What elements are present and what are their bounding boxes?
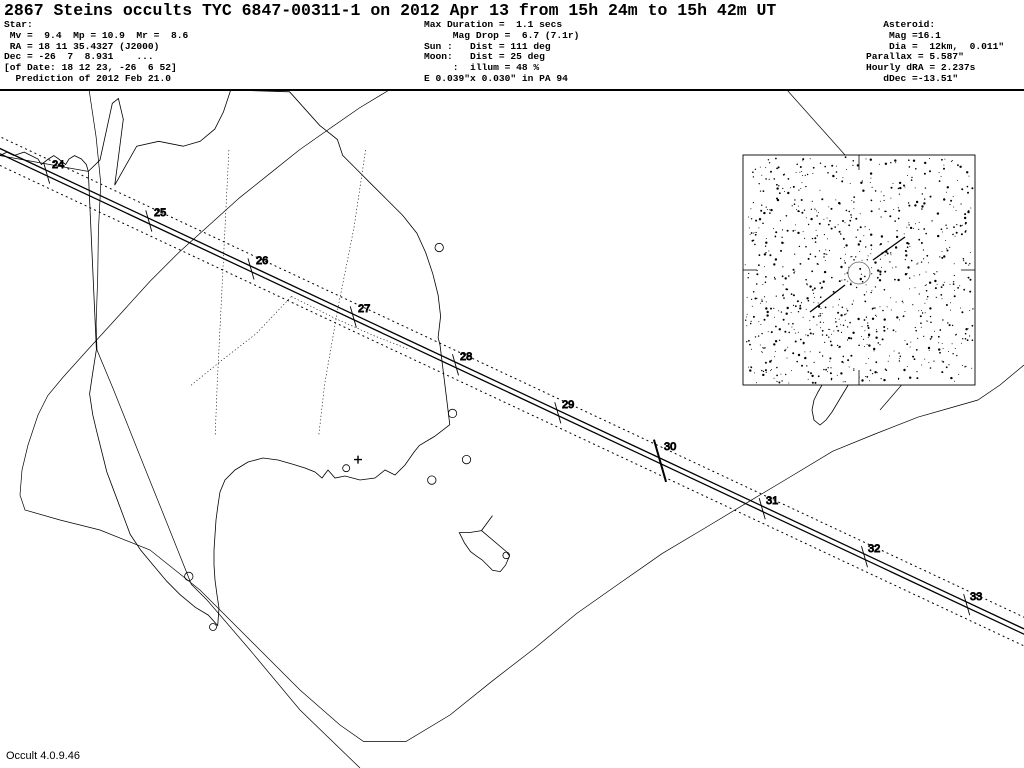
svg-text:25: 25 (154, 207, 166, 219)
svg-text:32: 32 (868, 543, 880, 555)
svg-text:30: 30 (664, 441, 676, 453)
svg-text:31: 31 (766, 495, 778, 507)
svg-text:33: 33 (970, 591, 982, 603)
svg-text:29: 29 (562, 399, 574, 411)
svg-text:27: 27 (358, 303, 370, 315)
svg-text:28: 28 (460, 351, 472, 363)
svg-text:26: 26 (256, 255, 268, 267)
